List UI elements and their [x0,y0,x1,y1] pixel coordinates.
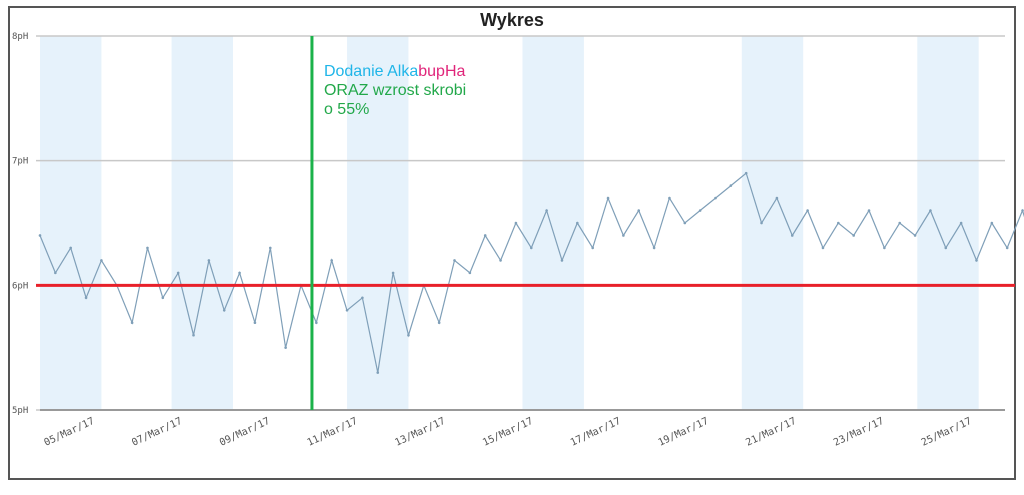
ph-data-point [391,271,395,275]
ph-data-point [775,196,779,200]
ph-data-point [253,321,257,325]
ph-data-point [100,259,103,262]
ph-data-point [437,321,441,325]
shaded-band-2 [347,36,409,410]
ph-data-point [54,271,57,275]
ph-data-point [867,209,871,212]
ph-data-point [790,234,794,237]
ph-data-point [637,209,641,212]
ph-data-point [499,259,502,262]
ph-data-point [330,259,333,262]
ph-data-point [453,259,456,262]
y-tick-label-2: 6pH [12,281,28,291]
shaded-band-3 [522,36,584,410]
ph-data-point [990,221,994,225]
ph-data-point [529,246,533,250]
ph-data-point [345,308,349,312]
annotation-segment-0: Dodanie Alka [324,63,418,80]
ph-data-point [883,246,886,250]
ph-data-point [944,246,948,250]
x-tick-label-10: 25/Mar/17 [920,416,974,449]
x-tick-label-1: 07/Mar/17 [130,416,184,449]
annotation-segment-1: bupHa [418,63,465,80]
ph-data-point [591,246,594,250]
ph-data-point [545,209,548,212]
ph-data-point [483,234,487,237]
shaded-band-5 [917,36,979,410]
ph-data-point [898,221,902,225]
ph-data-point [837,221,840,225]
x-tick-label-6: 17/Mar/17 [569,416,623,449]
ph-data-point [514,221,518,225]
x-tick-label-4: 13/Mar/17 [393,416,447,449]
ph-data-point [821,246,825,250]
ph-data-point [760,221,763,225]
ph-data-point [161,296,165,300]
ph-data-point [729,184,733,187]
ph-data-point [468,271,472,275]
ph-data-point [268,246,272,250]
ph-data-point [683,221,687,225]
ph-data-point [852,234,855,237]
ph-data-point [407,333,410,337]
ph-data-point [698,209,702,212]
x-tick-label-2: 09/Mar/17 [218,416,272,449]
ph-data-point [652,246,656,250]
ph-data-point [1005,246,1009,250]
y-tick-label-1: 7pH [12,157,28,167]
x-tick-label-8: 21/Mar/17 [744,416,798,449]
ph-data-point [38,234,42,237]
ph-data-point [975,259,978,262]
ph-data-point [284,346,287,349]
chart-border [8,6,1016,480]
ph-data-point [929,209,932,212]
ph-data-point [222,308,226,312]
shaded-band-4 [741,36,804,410]
ph-data-point [207,259,211,262]
annotation-line-2: ORAZ wzrost skrobi [324,82,466,99]
ph-data-point [315,321,318,325]
ph-data-point [744,171,748,175]
ph-data-point [146,246,149,250]
ph-data-point [238,271,241,275]
ph-data-point [714,196,717,200]
ph-data-point [192,333,195,337]
ph-data-point [69,246,73,250]
ph-data-point [84,296,88,300]
annotation-line-1: Dodanie AlkabupHa [324,63,466,80]
ph-data-point [1021,209,1024,212]
ph-data-point [576,221,579,225]
y-tick-label-3: 5pH [12,406,28,416]
ph-data-point [622,234,625,237]
x-tick-label-5: 15/Mar/17 [481,416,535,449]
ph-data-point [913,234,917,237]
shaded-band-0 [40,36,102,410]
ph-data-point [376,371,380,374]
ph-data-point [959,221,963,225]
ph-data-point [176,271,180,275]
ph-series-line [39,172,1024,373]
chart-title: Wykres [480,10,544,30]
shaded-band-1 [171,36,233,410]
ph-data-point [130,321,134,325]
annotation-line-3: o 55% [324,101,369,118]
y-tick-label-0: 8pH [12,32,28,42]
ph-data-point [806,209,809,212]
ph-data-point [606,196,610,200]
x-tick-label-0: 05/Mar/17 [42,416,96,449]
x-tick-label-3: 11/Mar/17 [306,416,360,449]
x-tick-label-7: 19/Mar/17 [657,416,711,449]
ph-data-point [361,296,364,300]
ph-data-point [668,196,671,200]
x-tick-label-9: 23/Mar/17 [832,416,886,449]
ph-data-point [560,259,564,262]
